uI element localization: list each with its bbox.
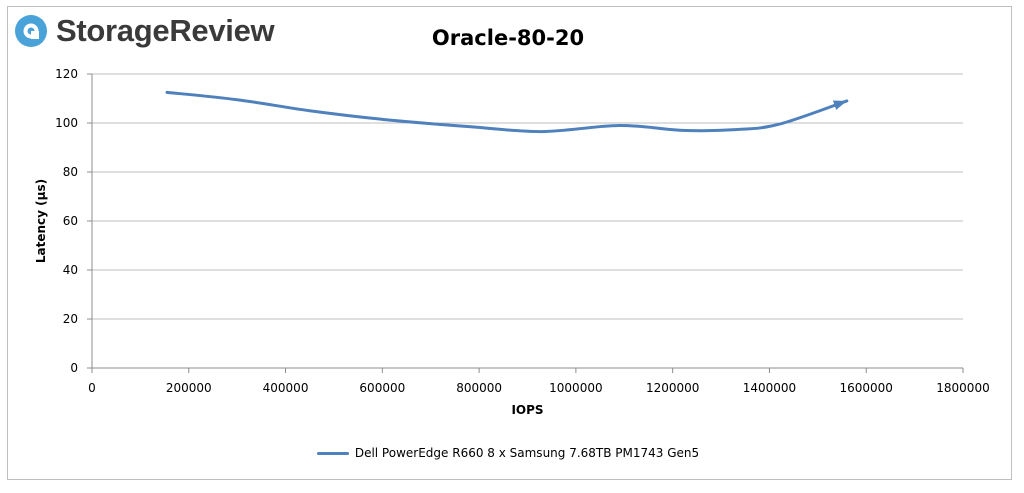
y-tick-label: 100 xyxy=(55,116,78,130)
x-tick-label: 1800000 xyxy=(936,381,989,395)
series-line-0 xyxy=(165,90,849,134)
x-tick-label: 1600000 xyxy=(839,381,892,395)
y-tick-label: 60 xyxy=(63,214,78,228)
x-tick-label: 800000 xyxy=(456,381,502,395)
legend-label: Dell PowerEdge R660 8 x Samsung 7.68TB P… xyxy=(354,446,700,460)
x-tick-label: 400000 xyxy=(263,381,309,395)
y-tick-label: 20 xyxy=(63,312,78,326)
series-arrowhead-0 xyxy=(832,100,847,110)
y-tick-label: 0 xyxy=(70,361,78,375)
x-tick-label: 600000 xyxy=(359,381,405,395)
x-tick-label: 1000000 xyxy=(549,381,602,395)
line-chart: 0 20 40 60 80 100 120 0 200000 400000 600000 800000… xyxy=(34,67,990,417)
x-tick-label: 1400000 xyxy=(743,381,796,395)
chart-frame xyxy=(7,6,1012,480)
y-tick-label: 120 xyxy=(55,67,78,81)
x-axis-label: IOPS xyxy=(511,403,543,417)
y-axis-label: Latency (µs) xyxy=(34,179,48,263)
legend-swatch xyxy=(316,451,349,455)
logo: StorageReview xyxy=(14,12,275,50)
x-tick-label: 1200000 xyxy=(646,381,699,395)
y-tick-label: 80 xyxy=(63,165,78,179)
x-tick-label: 0 xyxy=(88,381,96,395)
y-tick-label: 40 xyxy=(63,263,78,277)
storagereview-logo-icon xyxy=(15,15,47,47)
x-tick-label: 200000 xyxy=(166,381,212,395)
logo-text: StorageReview xyxy=(56,13,275,48)
chart-title: Oracle-80-20 xyxy=(431,26,585,50)
legend: Dell PowerEdge R660 8 x Samsung 7.68TB P… xyxy=(0,446,1016,460)
